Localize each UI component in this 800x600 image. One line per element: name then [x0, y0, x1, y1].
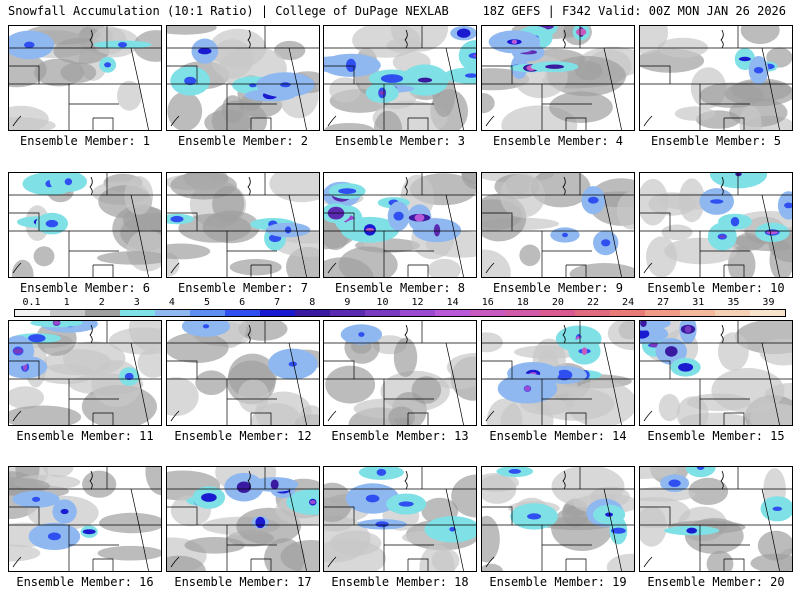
member-map-17 [166, 466, 320, 572]
colorbar-tick-label: 20 [551, 297, 564, 308]
member-map-18 [323, 466, 477, 572]
member-caption-6: Ensemble Member: 6 [19, 281, 151, 295]
colorbar [14, 309, 786, 317]
colorbar-segment [50, 310, 85, 316]
colorbar-tick-label: 14 [446, 297, 459, 308]
colorbar-tick-label: 2 [98, 297, 105, 308]
colorbar-labels: 0.1 1 2 3 4 5 6 7 8 9 10 12 14 16 18 20 22 24 27 31 35 39 [14, 297, 786, 309]
member-map-14 [481, 320, 635, 426]
colorbar-tick-label: 5 [203, 297, 211, 308]
colorbar-tick-label: 35 [727, 297, 740, 308]
member-map-11 [8, 320, 162, 426]
colorbar-segment [365, 310, 400, 316]
member-map-19 [481, 466, 635, 572]
run-info: 18Z GEFS | F342 Valid: 00Z MON JAN 26 20… [482, 4, 786, 18]
member-caption-12: Ensemble Member: 12 [174, 429, 312, 443]
colorbar-segment [330, 310, 365, 316]
colorbar-segment [575, 310, 610, 316]
member-map-8 [323, 172, 477, 278]
colorbar-tick-label: 6 [239, 297, 246, 308]
member-map-5 [639, 25, 793, 131]
colorbar-segment [470, 310, 505, 316]
colorbar-segment [400, 310, 435, 316]
colorbar-segment [155, 310, 190, 316]
colorbar-segment [540, 310, 575, 316]
member-map-12 [166, 320, 320, 426]
colorbar-segment [190, 310, 225, 316]
colorbar-tick-label: 1 [63, 297, 70, 308]
member-caption-11: Ensemble Member: 11 [16, 429, 154, 443]
member-map-16 [8, 466, 162, 572]
member-caption-14: Ensemble Member: 14 [489, 429, 627, 443]
colorbar-tick-label: 8 [309, 297, 316, 308]
colorbar-tick-label: 31 [692, 297, 705, 308]
colorbar-tick-label: 24 [622, 297, 635, 308]
colorbar-tick-label: 39 [762, 297, 775, 308]
colorbar-tick-label: 27 [657, 297, 670, 308]
colorbar-segment [225, 310, 260, 316]
member-map-6 [8, 172, 162, 278]
member-caption-2: Ensemble Member: 2 [177, 134, 309, 148]
member-caption-5: Ensemble Member: 5 [650, 134, 782, 148]
member-caption-13: Ensemble Member: 13 [331, 429, 469, 443]
colorbar-segment [85, 310, 120, 316]
member-caption-20: Ensemble Member: 20 [647, 575, 785, 589]
colorbar-segment [645, 310, 680, 316]
colorbar-segment [260, 310, 295, 316]
member-caption-3: Ensemble Member: 3 [334, 134, 466, 148]
colorbar-segment [610, 310, 645, 316]
member-caption-1: Ensemble Member: 1 [19, 134, 151, 148]
colorbar-segment [295, 310, 330, 316]
colorbar-tick-label: 10 [376, 297, 389, 308]
member-caption-4: Ensemble Member: 4 [492, 134, 624, 148]
colorbar-tick-label: 7 [274, 297, 281, 308]
member-caption-9: Ensemble Member: 9 [492, 281, 624, 295]
colorbar-segment [435, 310, 470, 316]
colorbar-tick-label: 9 [344, 297, 351, 308]
member-caption-19: Ensemble Member: 19 [489, 575, 627, 589]
member-map-3 [323, 25, 477, 131]
member-caption-7: Ensemble Member: 7 [177, 281, 309, 295]
member-caption-18: Ensemble Member: 18 [331, 575, 469, 589]
member-caption-15: Ensemble Member: 15 [647, 429, 785, 443]
member-map-2 [166, 25, 320, 131]
colorbar-tick-label: 18 [516, 297, 529, 308]
member-map-10 [639, 172, 793, 278]
colorbar-segment [680, 310, 715, 316]
colorbar-segment [715, 310, 750, 316]
colorbar-tick-label: 22 [586, 297, 600, 308]
member-caption-8: Ensemble Member: 8 [334, 281, 466, 295]
member-map-20 [639, 466, 793, 572]
colorbar-tick-label: 16 [481, 297, 494, 308]
member-caption-10: Ensemble Member: 10 [647, 281, 785, 295]
colorbar-tick-label: 4 [168, 297, 175, 308]
member-map-1 [8, 25, 162, 131]
colorbar-segment [15, 310, 50, 316]
page-title: Snowfall Accumulation (10:1 Ratio) | Col… [8, 4, 449, 18]
colorbar-tick-label: 3 [133, 297, 140, 308]
colorbar-segment [505, 310, 540, 316]
member-map-9 [481, 172, 635, 278]
colorbar-tick-label: 12 [411, 297, 424, 308]
member-map-15 [639, 320, 793, 426]
member-caption-17: Ensemble Member: 17 [174, 575, 312, 589]
member-map-13 [323, 320, 477, 426]
colorbar-segment [120, 310, 155, 316]
member-caption-16: Ensemble Member: 16 [16, 575, 154, 589]
member-map-4 [481, 25, 635, 131]
colorbar-segment [750, 310, 785, 316]
member-map-7 [166, 172, 320, 278]
colorbar-tick-label: 0.1 [22, 297, 41, 308]
